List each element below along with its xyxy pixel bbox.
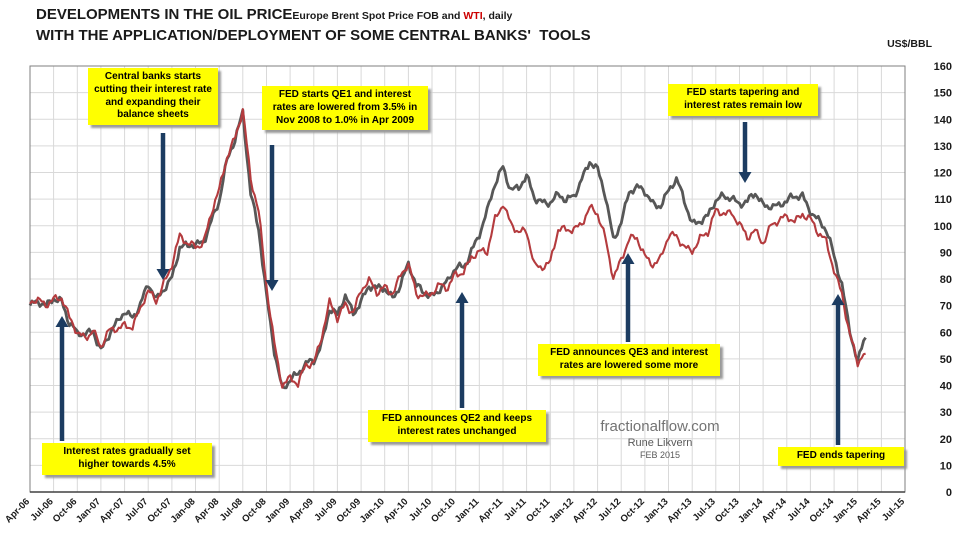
series-line-brent (28, 108, 867, 390)
watermark-author: Rune Likvern (627, 437, 693, 449)
annotation-arrows (55, 122, 845, 445)
y-tick-label: 130 (934, 141, 952, 153)
arrow-head-fed-ends-tapering (831, 294, 845, 305)
y-tick-label: 20 (940, 434, 952, 446)
x-tick-label: Jan-12 (547, 496, 576, 525)
x-tick-label: Oct-09 (335, 496, 364, 525)
x-tick-label: Apr-12 (571, 496, 600, 525)
x-tick-label: Jan-10 (358, 496, 387, 525)
watermark: fractionalflow.com Rune Likvern FEB 2015 (575, 418, 745, 460)
watermark-site: fractionalflow.com (600, 418, 720, 435)
x-tick-label: Apr-15 (854, 496, 884, 526)
x-tick-label: Oct-13 (713, 496, 742, 525)
annotation-fed-ends-tapering: FED ends tapering (778, 447, 904, 466)
x-tick-label: Oct-08 (240, 496, 269, 525)
x-tick-label: Apr-07 (98, 496, 127, 525)
y-tick-label: 70 (940, 301, 952, 313)
y-tick-label: 90 (940, 247, 952, 259)
annotation-interest-rates-higher: Interest rates gradually set higher towa… (42, 443, 212, 475)
y-tick-label: 0 (946, 487, 952, 499)
x-tick-label: Oct-06 (51, 496, 80, 525)
y-tick-label: 40 (940, 381, 952, 393)
x-tick-label: Jan-08 (169, 496, 198, 525)
x-tick-label: Apr-08 (192, 496, 221, 525)
x-tick-label: Apr-11 (476, 496, 505, 525)
arrow-head-fed-announces-qe3 (621, 253, 635, 264)
y-tick-label: 110 (934, 194, 952, 206)
y-tick-label: 140 (934, 114, 952, 126)
annotation-fed-starts-tapering: FED starts tapering and interest rates r… (668, 84, 818, 116)
watermark-date: FEB 2015 (639, 450, 681, 460)
x-tick-label: Jan-07 (74, 496, 103, 525)
y-axis-unit-label: US$/BBL (887, 38, 932, 50)
arrow-head-fed-starts-qe1 (265, 280, 279, 291)
x-tick-label: Jan-14 (736, 496, 766, 526)
y-tick-label: 100 (934, 221, 952, 233)
series-line-wti (29, 108, 866, 389)
chart-title-line2: WITH THE APPLICATION/DEPLOYMENT OF SOME … (36, 27, 591, 44)
y-tick-label: 60 (940, 327, 952, 339)
arrow-head-interest-rates-higher (55, 316, 69, 327)
x-tick-label: Oct-10 (429, 496, 458, 525)
x-tick-label: Apr-13 (665, 496, 694, 525)
arrow-head-fed-announces-qe2 (455, 292, 469, 303)
x-tick-label: Oct-07 (145, 496, 174, 525)
annotation-central-banks-cutting: Central banks starts cutting their inter… (88, 68, 218, 126)
x-tick-label: Jul-15 (880, 496, 908, 524)
y-tick-label: 30 (940, 407, 952, 419)
annotation-fed-announces-qe2: FED announces QE2 and keeps interest rat… (368, 410, 546, 442)
x-axis-tick-labels: Apr-06Jul-06Oct-06Jan-07Apr-07Jul-07Oct-… (3, 496, 908, 526)
wti-label: WTI (463, 10, 483, 22)
annotation-fed-starts-qe1: FED starts QE1 and interest rates are lo… (262, 86, 428, 131)
x-tick-label: Apr-09 (287, 496, 316, 525)
x-tick-label: Oct-14 (808, 496, 837, 525)
x-tick-label: Apr-06 (3, 496, 32, 525)
x-tick-label: Apr-10 (381, 496, 410, 525)
arrow-head-fed-starts-tapering (738, 172, 752, 183)
arrow-head-central-banks-cutting (156, 269, 170, 280)
x-tick-label: Apr-14 (760, 496, 790, 526)
chart-title-main: DEVELOPMENTS IN THE OIL PRICE (36, 6, 293, 23)
x-tick-label: Jan-15 (831, 496, 861, 526)
x-tick-label: Jan-13 (642, 496, 671, 525)
chart-title: DEVELOPMENTS IN THE OIL PRICEEurope Bren… (36, 6, 512, 24)
y-tick-label: 80 (940, 274, 952, 286)
y-tick-label: 150 (934, 88, 952, 100)
annotation-fed-announces-qe3: FED announces QE3 and interest rates are… (538, 344, 720, 376)
x-tick-label: Jan-09 (263, 496, 292, 525)
x-tick-label: Oct-12 (618, 496, 647, 525)
y-tick-label: 50 (940, 354, 952, 366)
y-tick-label: 120 (934, 168, 952, 180)
x-tick-label: Jan-11 (453, 496, 482, 525)
y-tick-label: 160 (934, 61, 952, 73)
y-tick-label: 10 (940, 460, 952, 472)
chart-title-sub: Europe Brent Spot Price FOB and WTI, dai… (292, 10, 513, 22)
